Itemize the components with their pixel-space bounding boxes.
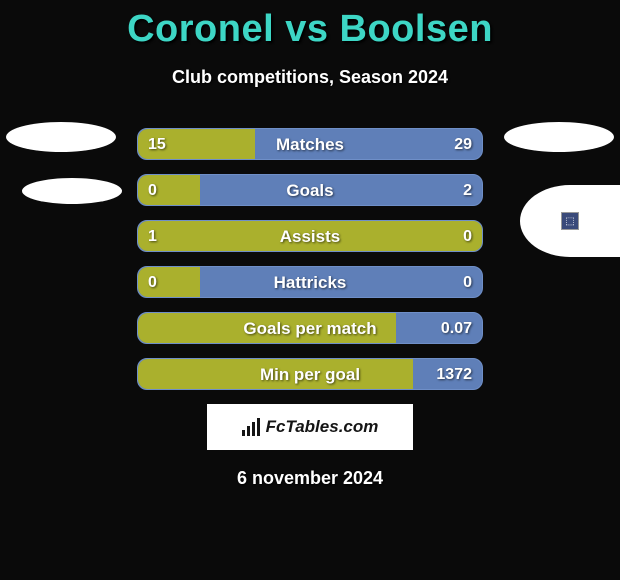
stat-label: Min per goal xyxy=(138,359,482,390)
player-right-avatar-placeholder-1 xyxy=(504,122,614,152)
stat-label: Assists xyxy=(138,221,482,252)
source-logo: FcTables.com xyxy=(207,404,413,450)
stat-right-value: 2 xyxy=(463,175,472,206)
player-left-avatar-placeholder-2 xyxy=(22,178,122,204)
stat-right-value: 0 xyxy=(463,221,472,252)
stat-right-value: 0 xyxy=(463,267,472,298)
stat-right-value: 1372 xyxy=(436,359,472,390)
bar-chart-icon xyxy=(242,418,260,436)
stat-row: 0 Goals 2 xyxy=(137,174,483,206)
stat-right-value: 29 xyxy=(454,129,472,160)
player-right-club-badge: ⬚ xyxy=(520,185,620,257)
stat-row: Min per goal 1372 xyxy=(137,358,483,390)
stat-right-value: 0.07 xyxy=(441,313,472,344)
stat-bars: 15 Matches 29 0 Goals 2 1 Assists 0 0 Ha… xyxy=(137,128,483,390)
stat-row: 0 Hattricks 0 xyxy=(137,266,483,298)
logo-label: FcTables.com xyxy=(266,417,379,437)
player-left-avatar-placeholder-1 xyxy=(6,122,116,152)
stat-row: 1 Assists 0 xyxy=(137,220,483,252)
stat-row: 15 Matches 29 xyxy=(137,128,483,160)
comparison-date: 6 november 2024 xyxy=(0,468,620,489)
stat-label: Goals xyxy=(138,175,482,206)
comparison-subtitle: Club competitions, Season 2024 xyxy=(0,67,620,88)
stat-label: Goals per match xyxy=(138,313,482,344)
logo-text: FcTables.com xyxy=(242,417,379,437)
club-badge-icon: ⬚ xyxy=(561,212,579,230)
stat-row: Goals per match 0.07 xyxy=(137,312,483,344)
comparison-title: Coronel vs Boolsen xyxy=(0,8,620,51)
stat-label: Hattricks xyxy=(138,267,482,298)
stat-label: Matches xyxy=(138,129,482,160)
